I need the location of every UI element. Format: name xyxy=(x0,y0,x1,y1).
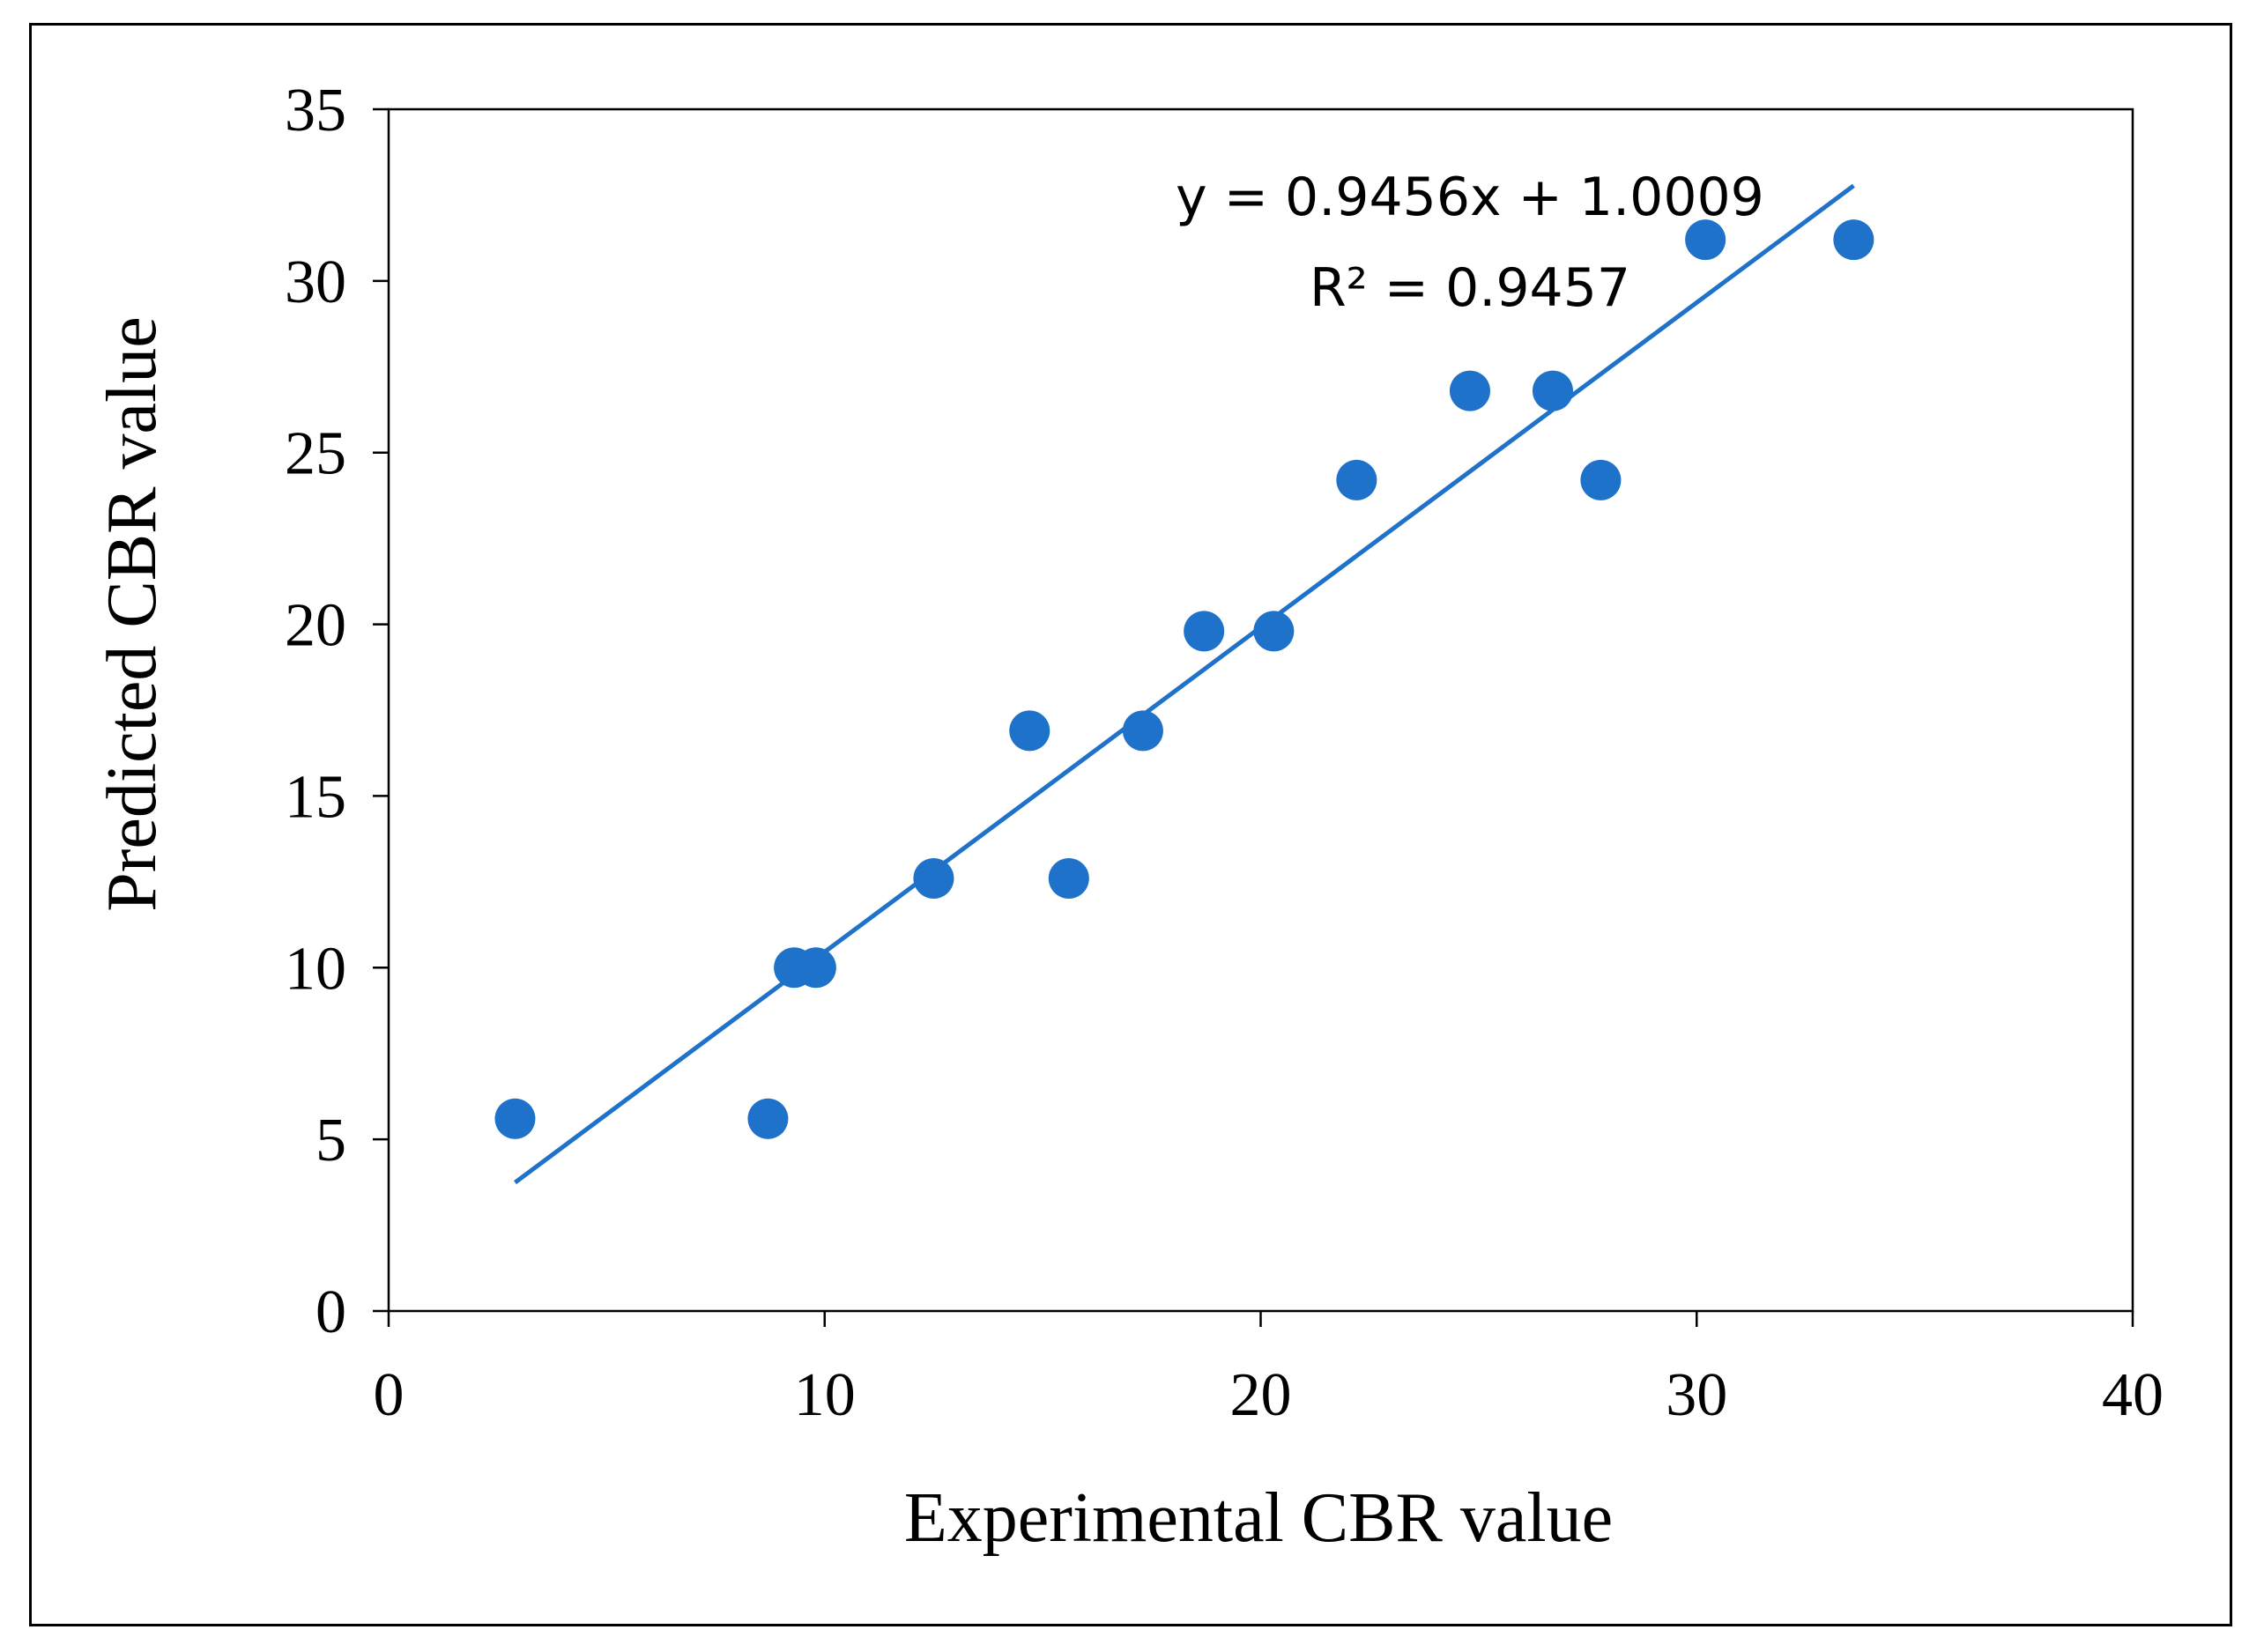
x-tick-label: 20 xyxy=(1230,1361,1292,1429)
data-point xyxy=(913,857,954,899)
scatter-chart: 0 10 20 30 40 0 5 10 15 20 25 30 35 y = 0.9456x + 1… xyxy=(93,77,2164,1557)
x-tick-label: 0 xyxy=(374,1361,405,1429)
y-tick-label: 20 xyxy=(285,592,346,660)
y-tick-label: 30 xyxy=(285,248,346,316)
x-tick-label: 10 xyxy=(794,1361,856,1429)
y-tick-label: 0 xyxy=(315,1278,346,1346)
trendline-group xyxy=(513,183,1855,1185)
x-axis-title: Experimental CBR value xyxy=(904,1479,1613,1557)
r-squared-label: R² = 0.9457 xyxy=(1310,257,1630,319)
data-point xyxy=(1122,710,1163,752)
data-points xyxy=(494,219,1874,1139)
y-axis-title: Predicted CBR value xyxy=(93,316,171,911)
data-point xyxy=(1336,459,1377,500)
data-point xyxy=(1048,857,1089,899)
y-tick-label: 35 xyxy=(285,77,346,144)
y-tick-label: 25 xyxy=(285,420,346,488)
plot-area-border xyxy=(387,107,2134,1313)
chart-frame: 0 10 20 30 40 0 5 10 15 20 25 30 35 y = 0.9456x + 1… xyxy=(29,23,2232,1626)
data-point xyxy=(494,1098,536,1139)
data-point xyxy=(1532,370,1573,411)
data-point xyxy=(795,947,836,989)
axes xyxy=(387,107,2134,1313)
data-point xyxy=(1184,611,1225,652)
data-point xyxy=(1685,219,1726,261)
data-point xyxy=(1253,611,1295,652)
x-tick-label: 40 xyxy=(2102,1361,2164,1429)
y-axis-ticks: 0 5 10 15 20 25 30 35 xyxy=(285,77,389,1346)
trendline-equation: y = 0.9456x + 1.0009 xyxy=(1176,167,1764,228)
data-point xyxy=(1449,370,1490,411)
data-point xyxy=(1580,459,1622,500)
data-point xyxy=(747,1098,789,1139)
trendline xyxy=(513,183,1855,1185)
data-point xyxy=(1009,710,1050,752)
y-tick-label: 15 xyxy=(285,763,346,831)
y-tick-label: 10 xyxy=(285,935,346,1003)
y-tick-label: 5 xyxy=(315,1107,346,1174)
data-point xyxy=(1833,219,1874,261)
x-tick-label: 30 xyxy=(1666,1361,1727,1429)
x-axis-ticks: 0 10 20 30 40 xyxy=(374,1311,2164,1429)
